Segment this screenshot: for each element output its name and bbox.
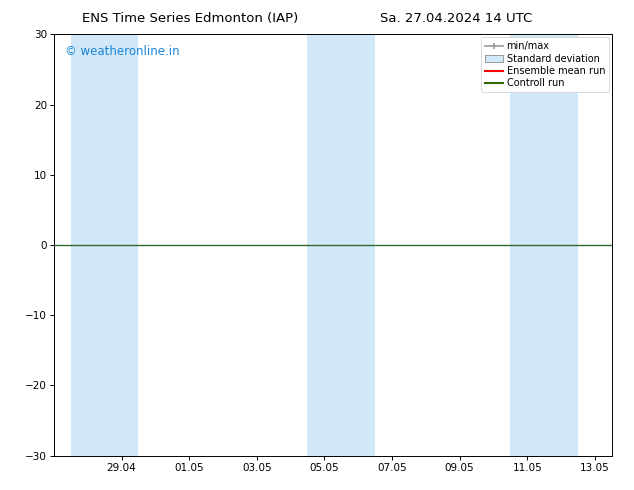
Bar — [510, 34, 578, 456]
Text: Sa. 27.04.2024 14 UTC: Sa. 27.04.2024 14 UTC — [380, 12, 533, 25]
Legend: min/max, Standard deviation, Ensemble mean run, Controll run: min/max, Standard deviation, Ensemble me… — [481, 37, 609, 92]
Text: © weatheronline.in: © weatheronline.in — [65, 45, 179, 58]
Bar — [307, 34, 375, 456]
Bar — [71, 34, 138, 456]
Text: ENS Time Series Edmonton (IAP): ENS Time Series Edmonton (IAP) — [82, 12, 299, 25]
